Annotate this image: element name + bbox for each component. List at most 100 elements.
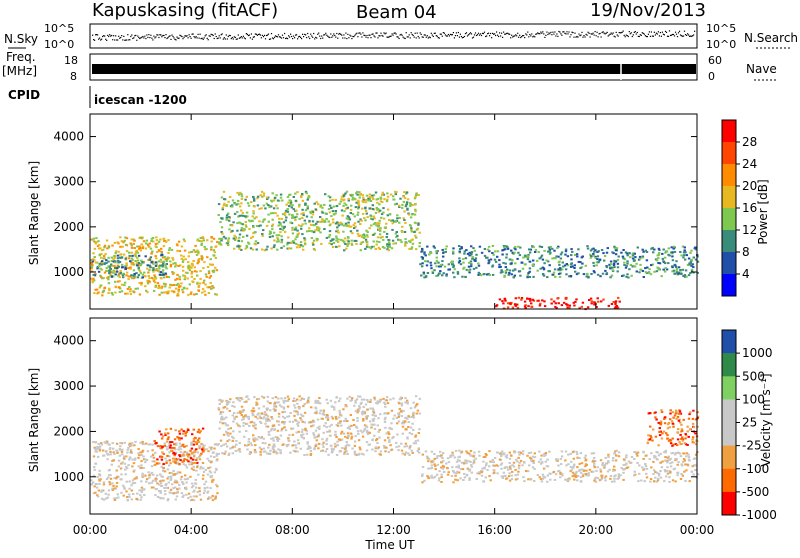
range-cell [412,452,414,454]
range-cell [369,420,371,422]
nsky-point [109,34,110,35]
range-cell [382,207,384,209]
range-cell [573,464,575,466]
range-cell [401,226,403,228]
range-cell [672,452,674,454]
range-cell [270,200,272,202]
range-cell [365,210,367,212]
range-cell [637,247,639,249]
range-cell [642,249,644,251]
range-cell [185,258,187,260]
range-cell [386,243,388,245]
nsky-point [254,36,255,37]
range-cell [225,417,227,419]
nsky-point [175,39,176,40]
range-cell [266,225,268,227]
range-cell [435,468,437,470]
nsky-point [563,31,564,32]
range-cell [209,487,211,489]
range-cell [357,454,359,456]
range-cell [97,496,99,498]
range-cell [236,222,238,224]
range-cell [208,460,210,462]
range-cell [532,456,534,458]
range-cell [468,460,470,462]
range-cell [261,233,263,235]
range-cell [304,239,306,241]
nsky-point [111,35,112,36]
range-cell [524,264,526,266]
nsky-point [463,37,464,38]
nsky-point [146,34,147,35]
range-cell [396,235,398,237]
range-cell [167,438,169,440]
range-cell [531,306,533,308]
range-cell [219,221,221,223]
range-cell [130,293,132,295]
range-cell [164,470,166,472]
range-cell [123,487,125,489]
range-cell [245,401,247,403]
nsky-point [677,36,678,37]
nsky-point [612,34,613,35]
range-cell [461,451,463,453]
range-cell [199,458,201,460]
range-cell [98,271,100,273]
range-cell [131,490,133,492]
range-cell [639,258,641,260]
range-cell [671,266,673,268]
range-cell [406,203,408,205]
range-cell [593,265,595,267]
range-cell [648,268,650,270]
range-cell [196,443,198,445]
range-cell [671,255,673,257]
range-cell [680,478,682,480]
range-cell [241,398,243,400]
range-cell [626,265,628,267]
range-cell [287,396,289,398]
nsky-point [471,33,472,34]
range-cell [463,463,465,465]
range-cell [298,408,300,410]
range-cell [272,437,274,439]
range-cell [170,428,172,430]
range-cell [126,481,128,483]
range-cell [644,463,646,465]
range-cell [643,276,645,278]
range-cell [433,245,435,247]
range-cell [199,494,201,496]
range-cell [635,263,637,265]
range-cell [440,481,442,483]
range-cell [98,483,100,485]
range-cell [310,450,312,452]
nsky-point [350,36,351,37]
range-cell [618,256,620,258]
range-cell [124,267,126,269]
range-cell [226,433,228,435]
range-cell [253,422,255,424]
range-cell [410,248,412,250]
range-cell [470,253,472,255]
range-cell [107,257,109,259]
range-cell [127,464,129,466]
range-cell [235,416,237,418]
range-cell [590,273,592,275]
range-cell [159,480,161,482]
range-cell [340,201,342,203]
range-cell [121,290,123,292]
range-cell [240,193,242,195]
range-cell [440,454,442,456]
range-cell [90,483,92,485]
range-cell [217,407,219,409]
nsearch-label: N.Search [744,31,798,45]
range-cell [585,459,587,461]
range-cell [108,282,110,284]
nsky-point [215,33,216,34]
nsky-point [345,33,346,34]
range-cell [617,270,619,272]
range-cell [514,248,516,250]
range-cell [391,410,393,412]
nsky-point [605,33,606,34]
range-cell [488,246,490,248]
range-cell [113,453,115,455]
